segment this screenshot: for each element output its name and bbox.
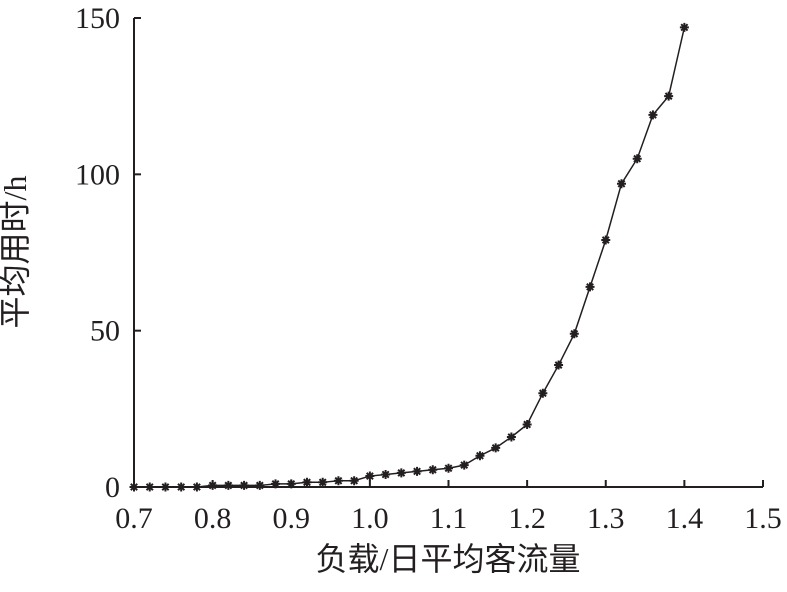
data-point [396, 468, 406, 478]
data-point [349, 476, 359, 486]
data-point [318, 477, 328, 487]
data-point [333, 476, 343, 486]
data-point [444, 463, 453, 473]
data-point [286, 479, 296, 489]
data-point [616, 179, 626, 189]
y-tick-label: 50 [90, 315, 120, 348]
data-point [648, 110, 658, 120]
data-point [679, 22, 689, 32]
data-point [129, 482, 139, 492]
data-point [664, 91, 674, 101]
data-point [632, 154, 642, 164]
data-point [271, 479, 281, 489]
x-tick-label: 0.7 [115, 502, 153, 535]
x-axis-label: 负载/日平均客流量 [316, 541, 581, 577]
x-tick-label: 0.8 [194, 502, 232, 535]
data-point [223, 480, 233, 490]
data-point [208, 480, 218, 490]
data-point [554, 360, 564, 370]
data-point [145, 482, 155, 492]
data-point [302, 477, 312, 487]
data-point [176, 482, 186, 492]
data-point [192, 482, 202, 492]
x-tick-label: 1.4 [666, 502, 704, 535]
x-tick-label: 1.3 [587, 502, 625, 535]
data-point [381, 469, 391, 479]
data-point [255, 480, 265, 490]
x-tick-label: 1.1 [430, 502, 468, 535]
data-point [365, 471, 375, 481]
data-point [538, 388, 548, 398]
x-tick-label: 1.5 [744, 502, 782, 535]
x-tick-label: 1.0 [351, 502, 389, 535]
data-point [475, 451, 485, 461]
data-point [459, 460, 469, 470]
data-point [428, 465, 438, 475]
data-point [412, 466, 422, 476]
data-point [569, 329, 579, 339]
data-point [506, 432, 516, 442]
data-point [160, 482, 170, 492]
y-tick-label: 0 [105, 471, 120, 504]
data-point [491, 443, 501, 453]
y-tick-label: 100 [75, 158, 120, 191]
data-point [601, 235, 611, 245]
data-point [239, 480, 249, 490]
y-axis-label: 平均用时/h [0, 176, 33, 329]
y-tick-label: 150 [75, 2, 120, 35]
x-tick-label: 1.2 [508, 502, 546, 535]
data-point [585, 282, 595, 292]
x-tick-label: 0.9 [273, 502, 311, 535]
data-line [134, 27, 686, 488]
data-point [522, 419, 532, 429]
